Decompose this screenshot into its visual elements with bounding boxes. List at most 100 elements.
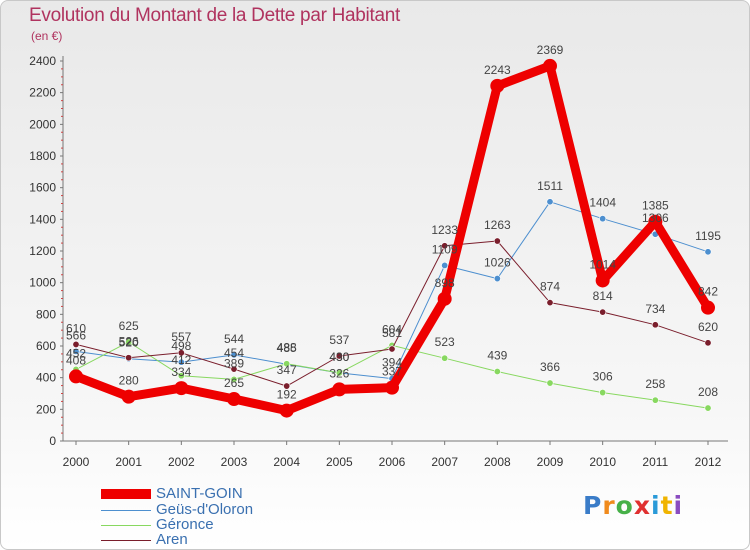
legend-label-geus-doloron: Geüs-d'Oloron (156, 501, 254, 518)
data-point-geus-d-oloron (546, 198, 554, 206)
data-label-saint-goin: 1385 (642, 199, 669, 213)
y-tick-label: 1000 (29, 276, 56, 290)
data-point-saint-goin (279, 403, 294, 418)
data-label-saint-goin: 408 (66, 353, 86, 367)
data-point-aren (388, 345, 396, 353)
data-label-saint-goin: 192 (277, 388, 297, 402)
data-label-geus-d-oloron: 566 (66, 328, 86, 342)
x-tick-label: 2000 (63, 455, 90, 469)
data-label-geronce: 625 (119, 319, 139, 333)
data-label-saint-goin: 1014 (589, 257, 616, 271)
y-tick-label: 800 (36, 307, 56, 321)
data-label-aren: 620 (698, 320, 718, 334)
data-label-saint-goin: 334 (171, 365, 191, 379)
data-label-geronce: 452 (66, 346, 86, 360)
legend-swatch-geronce (101, 525, 151, 526)
data-point-saint-goin (595, 273, 610, 288)
data-label-aren: 610 (66, 321, 86, 335)
data-label-geronce: 439 (487, 348, 507, 362)
y-tick-label: 400 (36, 371, 56, 385)
y-tick-label: 2400 (29, 54, 56, 68)
data-label-saint-goin: 2243 (484, 63, 511, 77)
data-point-aren (546, 299, 554, 307)
data-point-geus-d-oloron (441, 261, 449, 269)
data-label-geronce: 258 (645, 377, 665, 391)
data-label-saint-goin: 265 (224, 376, 244, 390)
data-point-aren (599, 308, 607, 316)
y-tick-label: 1600 (29, 181, 56, 195)
data-point-geronce (651, 396, 659, 404)
data-point-aren (651, 321, 659, 329)
data-point-geronce (283, 360, 291, 368)
data-point-aren (230, 365, 238, 373)
y-tick-label: 0 (49, 434, 56, 448)
x-tick-label: 2010 (589, 455, 616, 469)
data-point-geus-d-oloron (599, 215, 607, 223)
data-point-saint-goin (701, 300, 715, 315)
data-label-geus-d-oloron: 1195 (695, 229, 721, 243)
data-point-saint-goin (227, 392, 241, 407)
data-point-saint-goin (437, 291, 452, 306)
data-label-geus-d-oloron: 430 (329, 350, 349, 364)
data-label-saint-goin: 326 (329, 366, 349, 380)
data-label-saint-goin: 337 (382, 365, 402, 379)
x-tick-label: 2002 (168, 455, 195, 469)
x-tick-label: 2009 (537, 455, 564, 469)
y-tick-label: 1200 (29, 244, 56, 258)
y-tick-label: 1400 (29, 212, 56, 226)
data-label-geronce: 430 (329, 350, 349, 364)
data-point-geus-d-oloron (230, 351, 238, 359)
data-point-geus-d-oloron (493, 275, 501, 283)
data-label-aren: 814 (593, 289, 613, 303)
data-label-geus-d-oloron: 498 (171, 339, 191, 353)
data-label-geronce: 366 (540, 360, 560, 374)
data-label-geus-d-oloron: 1404 (589, 196, 616, 210)
data-label-geronce: 208 (698, 385, 718, 399)
y-tick-label: 2200 (29, 86, 56, 100)
data-label-saint-goin: 280 (119, 374, 139, 388)
data-point-saint-goin (385, 380, 399, 395)
x-tick-label: 2011 (642, 455, 668, 469)
data-point-saint-goin (121, 389, 136, 404)
data-point-geronce (177, 372, 185, 380)
data-label-aren: 454 (224, 346, 244, 360)
data-point-geronce (125, 338, 133, 346)
data-label-geus-d-oloron: 1306 (642, 211, 669, 225)
data-point-aren (283, 382, 291, 390)
data-label-aren: 537 (329, 333, 349, 347)
data-label-geus-d-oloron: 1026 (484, 256, 511, 270)
x-tick-label: 2007 (431, 455, 458, 469)
data-point-geronce (704, 404, 712, 412)
data-point-aren (704, 339, 712, 347)
data-point-aren (72, 340, 80, 348)
data-label-aren: 347 (277, 363, 297, 377)
data-label-geus-d-oloron: 520 (119, 336, 139, 350)
data-label-geus-d-oloron: 485 (277, 341, 297, 355)
data-label-aren: 734 (645, 302, 665, 316)
data-label-geronce: 523 (435, 335, 455, 349)
y-tick-label: 1800 (29, 149, 56, 163)
legend-swatch-aren (101, 540, 151, 541)
legend-swatch-saint-goin (101, 489, 151, 499)
data-label-geus-d-oloron: 394 (382, 356, 402, 370)
data-label-geus-d-oloron: 544 (224, 332, 244, 346)
y-tick-label: 2000 (29, 117, 56, 131)
data-point-geus-d-oloron (704, 248, 712, 256)
legend-swatch-geus-doloron (101, 510, 151, 511)
proxiti-logo: Proxiti (583, 491, 684, 520)
x-tick-label: 2003 (221, 455, 248, 469)
data-label-saint-goin: 2369 (537, 43, 564, 57)
data-point-geronce (599, 389, 607, 397)
data-point-saint-goin (648, 214, 663, 229)
data-point-saint-goin (332, 382, 347, 397)
data-label-geronce: 488 (277, 341, 297, 355)
x-tick-label: 2001 (115, 455, 142, 469)
data-point-geronce (493, 367, 501, 375)
x-tick-label: 2006 (379, 455, 406, 469)
data-point-geus-d-oloron (177, 358, 185, 366)
x-tick-label: 2008 (484, 455, 511, 469)
data-label-aren: 526 (119, 335, 139, 349)
data-label-saint-goin: 842 (698, 285, 718, 299)
x-tick-label: 2005 (326, 455, 353, 469)
data-label-aren: 1233 (431, 223, 458, 237)
